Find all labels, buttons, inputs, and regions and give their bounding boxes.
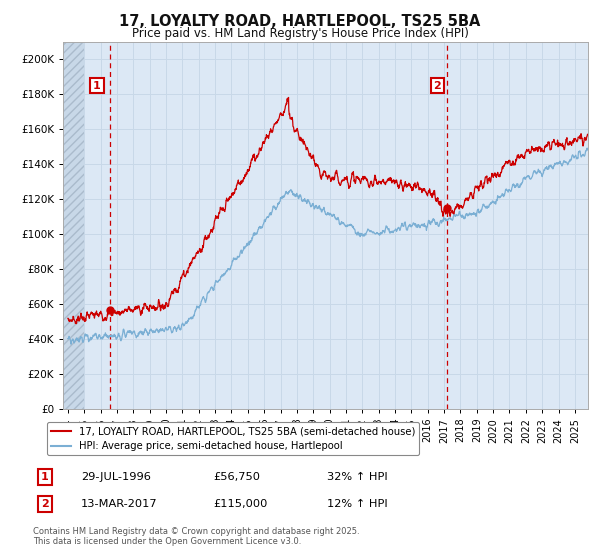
Text: 2: 2 <box>41 499 49 509</box>
Text: £115,000: £115,000 <box>213 499 268 509</box>
Bar <box>63 42 84 409</box>
Text: 13-MAR-2017: 13-MAR-2017 <box>81 499 158 509</box>
Text: 1: 1 <box>93 81 101 91</box>
Text: 2: 2 <box>433 81 441 91</box>
Legend: 17, LOYALTY ROAD, HARTLEPOOL, TS25 5BA (semi-detached house), HPI: Average price: 17, LOYALTY ROAD, HARTLEPOOL, TS25 5BA (… <box>47 422 419 455</box>
Text: £56,750: £56,750 <box>213 472 260 482</box>
Text: 12% ↑ HPI: 12% ↑ HPI <box>327 499 388 509</box>
Text: 32% ↑ HPI: 32% ↑ HPI <box>327 472 388 482</box>
Text: 17, LOYALTY ROAD, HARTLEPOOL, TS25 5BA: 17, LOYALTY ROAD, HARTLEPOOL, TS25 5BA <box>119 14 481 29</box>
Text: Price paid vs. HM Land Registry's House Price Index (HPI): Price paid vs. HM Land Registry's House … <box>131 27 469 40</box>
Text: Contains HM Land Registry data © Crown copyright and database right 2025.
This d: Contains HM Land Registry data © Crown c… <box>33 526 359 546</box>
Text: 1: 1 <box>41 472 49 482</box>
Text: 29-JUL-1996: 29-JUL-1996 <box>81 472 151 482</box>
